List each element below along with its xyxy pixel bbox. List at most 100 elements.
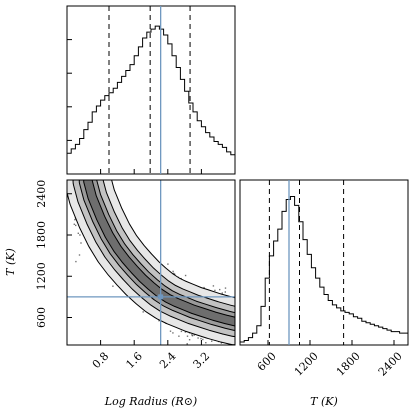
scatter-point	[87, 175, 88, 176]
hist-temperature-step-line	[240, 196, 408, 343]
scatter-point	[88, 176, 89, 177]
scatter-point	[158, 320, 160, 322]
hist-logradius-quantile-lines	[108, 6, 191, 174]
scatter-point	[167, 263, 169, 265]
scatter-point	[91, 176, 92, 177]
scatter-point	[88, 176, 89, 177]
y-tick-label: 600	[35, 307, 48, 328]
scatter-point	[236, 345, 237, 346]
scatter-point	[186, 335, 189, 337]
scatter-point	[214, 289, 216, 292]
scatter-point	[205, 342, 207, 344]
scatter-point	[235, 320, 236, 321]
scatter-point	[236, 323, 237, 324]
hist-temperature-quantile-lines	[268, 180, 345, 345]
scatter-point	[191, 335, 194, 337]
scatter-point	[235, 322, 236, 323]
scatter-point	[236, 329, 237, 330]
scatter-point	[84, 177, 85, 178]
scatter-point	[75, 224, 77, 227]
scatter-point	[83, 176, 84, 177]
scatter-point	[220, 342, 223, 344]
scatter-point	[193, 334, 195, 336]
scatter-point	[186, 343, 188, 345]
scatter-point	[211, 340, 213, 342]
scatter-point	[112, 285, 114, 287]
scatter-point	[84, 178, 85, 179]
scatter-point	[237, 324, 238, 325]
hist-logradius-step-line	[67, 25, 235, 156]
density-x-axis-label: Log Radius (R⊙)	[104, 395, 197, 408]
contour-band	[84, 180, 235, 326]
scatter-point	[178, 335, 180, 337]
scatter-point	[180, 330, 183, 333]
scatter-point	[237, 316, 238, 317]
scatter-point	[91, 176, 92, 177]
scatter-point	[96, 175, 97, 176]
x-tick-label: 1200	[292, 350, 321, 379]
truth-marker	[158, 294, 164, 300]
scatter-point	[78, 254, 81, 256]
density-contours	[67, 180, 235, 345]
scatter-point	[77, 232, 79, 234]
density-panel: 0.8 1.6 2.4 3.2 600 1200 1800 2400 Log Radius …	[4, 175, 238, 408]
x-tick-label: 1800	[334, 350, 363, 379]
density-y-tick-labels: 600 1200 1800 2400	[35, 180, 48, 328]
scatter-point	[79, 176, 80, 177]
scatter-point	[237, 319, 238, 320]
scatter-point	[237, 315, 238, 316]
x-tick-label: 3.2	[191, 350, 213, 372]
scatter-point	[237, 306, 238, 307]
hist-temperature-ticks	[267, 340, 395, 345]
scatter-point	[79, 234, 81, 236]
scatter-point	[221, 292, 223, 294]
density-x-tick-labels: 0.8 1.6 2.4 3.2	[90, 350, 212, 372]
scatter-point	[212, 285, 215, 287]
scatter-point	[237, 309, 238, 310]
scatter-point	[75, 176, 76, 177]
scatter-point	[89, 177, 90, 178]
scatter-point	[236, 318, 237, 319]
scatter-point	[237, 298, 238, 299]
scatter-point	[197, 337, 199, 339]
scatter-point	[169, 330, 172, 332]
scatter-point	[200, 337, 202, 340]
density-ticks	[67, 193, 202, 345]
scatter-point	[184, 331, 187, 333]
scatter-point	[236, 319, 237, 320]
scatter-point	[90, 176, 91, 177]
y-tick-label: 1800	[35, 221, 48, 249]
scatter-point	[202, 338, 204, 341]
scatter-point	[75, 260, 77, 263]
scatter-point	[184, 274, 187, 277]
scatter-point	[236, 316, 237, 317]
x-tick-label: 0.8	[90, 350, 112, 372]
density-truth-crosshair	[67, 180, 235, 345]
scatter-point	[172, 272, 175, 275]
x-tick-label: 600	[255, 350, 279, 374]
scatter-point	[236, 328, 237, 329]
scatter-point	[74, 219, 76, 221]
scatter-point	[87, 175, 88, 176]
scatter-point	[73, 223, 75, 225]
scatter-point	[236, 320, 237, 321]
scatter-point	[142, 311, 144, 313]
x-tick-label: 2400	[376, 350, 405, 379]
scatter-point	[188, 339, 191, 341]
scatter-point	[172, 332, 174, 334]
hist-logradius-frame	[66, 5, 236, 175]
scatter-point	[77, 176, 78, 177]
x-tick-label: 1.6	[123, 350, 145, 372]
scatter-point	[235, 308, 236, 309]
scatter-point	[80, 242, 82, 244]
scatter-point	[174, 273, 176, 276]
hist-logradius-panel	[66, 5, 236, 175]
scatter-point	[236, 326, 237, 327]
scatter-point	[203, 286, 205, 289]
scatter-point	[236, 322, 237, 323]
scatter-point	[75, 178, 76, 179]
scatter-point	[91, 177, 92, 178]
density-y-axis-label: T (K)	[4, 248, 17, 276]
scatter-point	[172, 270, 174, 273]
